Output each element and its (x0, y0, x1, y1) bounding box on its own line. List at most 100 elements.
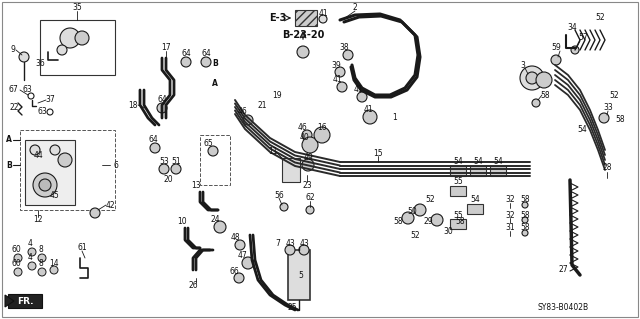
Text: 3: 3 (520, 61, 525, 70)
Text: 15: 15 (373, 149, 383, 158)
Circle shape (39, 179, 51, 191)
Text: 55: 55 (453, 211, 463, 219)
Text: 52: 52 (595, 13, 605, 23)
Text: 41: 41 (353, 85, 363, 94)
Circle shape (402, 212, 414, 224)
Text: 16: 16 (317, 123, 327, 132)
Text: 64: 64 (201, 49, 211, 58)
Circle shape (14, 254, 22, 262)
Circle shape (181, 57, 191, 67)
Text: A: A (6, 136, 12, 145)
Text: 10: 10 (177, 218, 187, 226)
Text: 41: 41 (332, 76, 342, 85)
Circle shape (357, 92, 367, 102)
Text: 46: 46 (238, 108, 248, 116)
Circle shape (58, 153, 72, 167)
Text: 35: 35 (72, 4, 82, 12)
Text: 1: 1 (392, 114, 397, 122)
Text: 58: 58 (455, 218, 465, 226)
Text: 32: 32 (505, 211, 515, 219)
Bar (282, 158, 300, 182)
Text: 58: 58 (520, 224, 530, 233)
Text: 54: 54 (470, 196, 480, 204)
Circle shape (599, 113, 609, 123)
Bar (470, 166, 486, 176)
Circle shape (299, 245, 309, 255)
Circle shape (319, 15, 327, 23)
Circle shape (201, 57, 211, 67)
Circle shape (208, 146, 218, 156)
Circle shape (314, 127, 330, 143)
Circle shape (90, 208, 100, 218)
Circle shape (234, 273, 244, 283)
Text: 37: 37 (45, 95, 55, 105)
Circle shape (280, 203, 288, 211)
Text: 21: 21 (257, 100, 267, 109)
Text: 52: 52 (609, 91, 619, 100)
Text: 2: 2 (353, 4, 357, 12)
Circle shape (243, 115, 253, 125)
Text: 48: 48 (230, 234, 240, 242)
Text: FR.: FR. (17, 296, 33, 306)
Circle shape (171, 164, 181, 174)
Text: 24: 24 (210, 216, 220, 225)
Circle shape (343, 50, 353, 60)
Text: 25: 25 (287, 303, 297, 313)
Text: 8: 8 (38, 244, 44, 254)
Text: 47: 47 (238, 251, 248, 261)
Text: 46: 46 (297, 123, 307, 132)
Text: 9: 9 (11, 46, 15, 55)
Text: 33: 33 (603, 103, 613, 113)
Text: 38: 38 (339, 43, 349, 53)
Text: 39: 39 (331, 61, 341, 70)
Text: 59: 59 (551, 43, 561, 53)
Circle shape (335, 67, 345, 77)
Bar (20, 130, 115, 210)
Text: 60: 60 (11, 244, 21, 254)
Circle shape (57, 45, 67, 55)
Text: 8: 8 (38, 258, 44, 268)
Circle shape (532, 99, 540, 107)
Text: 64: 64 (157, 95, 167, 105)
Text: 50: 50 (407, 207, 417, 217)
Text: 52: 52 (410, 231, 420, 240)
Circle shape (536, 72, 552, 88)
Text: 66: 66 (229, 268, 239, 277)
Bar (450, 219, 466, 229)
Text: 13: 13 (191, 181, 201, 189)
Bar (450, 186, 466, 196)
Circle shape (38, 254, 46, 262)
Circle shape (551, 55, 561, 65)
Text: 43: 43 (299, 240, 309, 249)
Text: 60: 60 (11, 258, 21, 268)
Circle shape (28, 262, 36, 270)
Circle shape (33, 173, 57, 197)
Text: 20: 20 (163, 175, 173, 184)
Text: 53: 53 (159, 158, 169, 167)
Bar (467, 204, 483, 214)
Circle shape (522, 217, 528, 223)
Circle shape (38, 268, 46, 276)
Text: 61: 61 (77, 243, 87, 253)
Circle shape (520, 66, 544, 90)
Circle shape (14, 268, 22, 276)
Circle shape (30, 145, 40, 155)
Text: 41: 41 (318, 10, 328, 19)
Text: E-3: E-3 (269, 13, 287, 23)
Text: 4: 4 (28, 253, 33, 262)
Text: 49: 49 (303, 153, 313, 162)
Circle shape (28, 248, 36, 256)
Text: 52: 52 (425, 196, 435, 204)
Text: 58: 58 (520, 196, 530, 204)
Text: 26: 26 (188, 281, 198, 291)
Circle shape (522, 202, 528, 208)
Circle shape (19, 52, 29, 62)
Bar (295, 10, 317, 26)
Circle shape (150, 143, 160, 153)
Text: 28: 28 (602, 164, 612, 173)
Text: 14: 14 (49, 258, 59, 268)
Text: 54: 54 (453, 158, 463, 167)
Text: 57: 57 (578, 33, 588, 42)
Text: 23: 23 (302, 181, 312, 189)
Text: 64: 64 (181, 49, 191, 58)
